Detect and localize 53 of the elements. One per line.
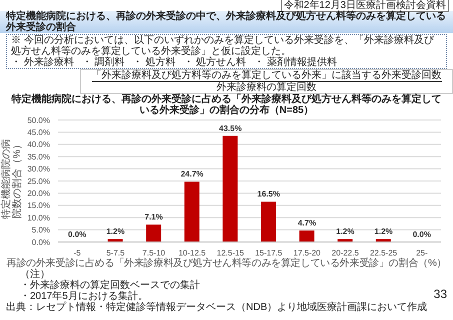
y-tick-label: 15.0% — [27, 201, 50, 210]
data-label: 1.2% — [106, 227, 125, 236]
y-tick-label: 5.0% — [32, 226, 50, 235]
x-tick-label: 5-7.5 — [106, 248, 126, 258]
bar — [260, 202, 276, 242]
chart-title: 特定機能病院における、再診の外来受診の中で、外来診療料及び処方せん料等のみを算定している外来受診の割合 — [0, 11, 453, 33]
text: ・ 外来診療料 — [11, 57, 74, 68]
data-label: 1.2% — [336, 227, 354, 236]
y-tick-label: 25.0% — [27, 176, 50, 186]
text: ・ 処方料 — [132, 57, 176, 68]
y-tick-label: 40.0% — [27, 140, 50, 150]
x-tick-label: 10-12.5 — [178, 248, 206, 258]
y-tick-label: 30.0% — [27, 164, 50, 174]
x-tick-label: -5 — [74, 248, 82, 258]
x-tick-label: 17.5-20 — [293, 248, 322, 258]
text: 33 — [434, 287, 447, 301]
x-tick-label: 22.5-25 — [370, 248, 398, 258]
data-label: 24.7% — [180, 170, 204, 179]
x-tick-label: 20-22.5 — [332, 248, 360, 258]
data-label: 0.0% — [68, 230, 86, 239]
data-label: 1.2% — [374, 227, 393, 236]
text: 「外来診療料及び処方料等のみを算定している外来」に該当する外来受診回数 — [92, 70, 442, 82]
bar — [222, 136, 238, 242]
x-tick-label: 7.5-10 — [142, 248, 166, 258]
y-axis-title: 特定機能病院の病院数の割合（%） — [1, 139, 23, 219]
bar — [184, 182, 200, 242]
y-tick-label: 10.0% — [27, 213, 50, 222]
y-tick-label: 50.0% — [27, 116, 50, 125]
x-axis-title: 再診の外来受診に占める「外来診療料及び処方せん料等のみを算定している外来受診」の割合（%） — [6, 258, 448, 269]
data-label: 4.7% — [298, 218, 316, 228]
data-label: 16.5% — [257, 190, 280, 199]
data-label: 43.5% — [219, 124, 242, 133]
text: ※ 今回の分析においては、以下のいずれかのみを算定している外来受診を、「外来診療料及び処方せん料等のみを算定している外来受診」と仮に設定した。 — [11, 35, 436, 57]
data-label: 0.0% — [412, 230, 431, 239]
text: ・2017年5月における集計。 — [20, 291, 148, 302]
y-tick-label: 20.0% — [27, 189, 50, 198]
text: ・ 薬剤情報提供料 — [254, 57, 337, 68]
x-tick-label: 15-17.5 — [255, 248, 283, 258]
text: 外来診療料の算定回数 — [216, 82, 318, 93]
x-tick-label: 12.5-15 — [216, 248, 244, 258]
text: ・ 調剤料 — [82, 57, 125, 68]
bar — [146, 224, 162, 242]
source-note: 出典：レセプト情報・特定健診等情報データベース（NDB）より地域医療計画課において作成 — [6, 302, 428, 313]
text: ・ 処方せん料 — [183, 57, 246, 68]
x-tick-label: 25- — [416, 248, 428, 258]
bar — [299, 230, 314, 242]
text: ・外来診療料の算定回数ベースでの集計 — [20, 280, 200, 291]
y-tick-label: 45.0% — [27, 128, 50, 138]
chart-subtitle: 特定機能病院における、再診の外来受診に占める「外来診療料及び処方せん料等のみを算定している外来受診」の割合の分布（N=85） — [10, 94, 442, 116]
text: （注） — [20, 269, 50, 280]
y-tick-label: 35.0% — [27, 152, 50, 162]
data-label: 7.1% — [144, 212, 163, 222]
y-tick-label: 0.0% — [32, 238, 50, 247]
